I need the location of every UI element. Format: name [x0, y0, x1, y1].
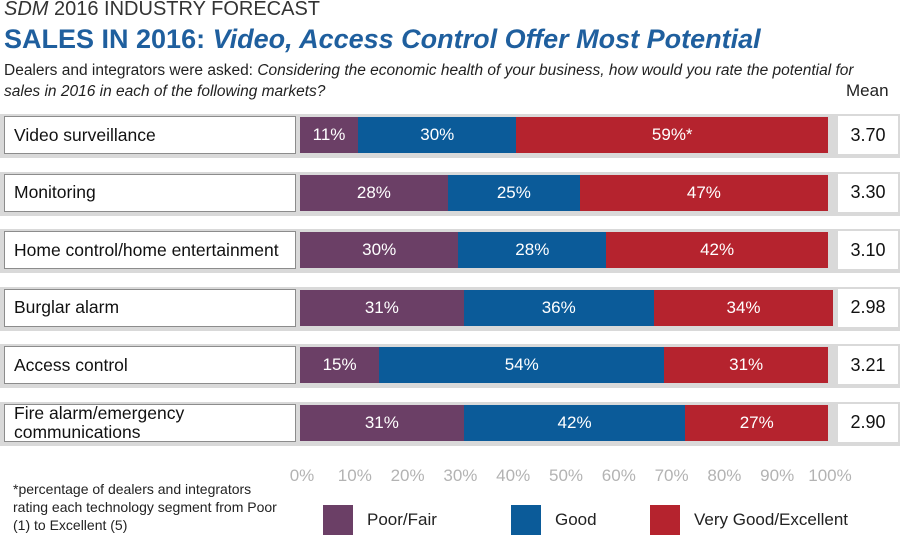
chart-row: Home control/home entertainment 30% 28% 42%…: [0, 229, 900, 277]
mean-value: 3.10: [838, 231, 898, 269]
x-tick-label: 70%: [654, 466, 689, 485]
x-tick-label: 60%: [601, 466, 636, 485]
mean-value: 3.21: [838, 346, 898, 384]
bar-very-good-excellent: 42%: [606, 232, 828, 268]
data-label: 42%: [700, 240, 735, 259]
category-label-box: Video surveillance: [4, 116, 296, 154]
data-label: 34%: [726, 297, 761, 317]
chart-title-main: SALES IN 2016:: [4, 24, 213, 54]
x-tick-label: 10%: [337, 466, 372, 485]
x-tick-label: 90%: [760, 466, 795, 485]
legend-swatch: [650, 505, 680, 535]
chart-row: Access control 15% 54% 31% 3.21: [0, 344, 900, 392]
category-label: Burglar alarm: [14, 297, 120, 317]
legend-label: Poor/Fair: [367, 510, 437, 529]
bar-poor-fair: 15%: [300, 347, 380, 383]
data-label: 59%*: [651, 125, 693, 144]
question-text: Considering the economic health of your …: [4, 62, 854, 100]
stacked-bar: 28% 25% 47%: [300, 174, 828, 211]
chart-subtitle: Dealers and integrators were asked: Cons…: [4, 60, 854, 102]
bar-good: 30%: [358, 117, 517, 153]
data-label: 54%: [504, 355, 539, 374]
x-tick-label: 40%: [496, 466, 531, 485]
data-label: 30%: [420, 125, 455, 144]
data-label: 47%: [686, 182, 721, 202]
question-lead: Dealers and integrators were asked:: [4, 62, 258, 79]
bar-very-good-excellent: 47%: [579, 174, 828, 211]
legend-label: Good: [555, 510, 597, 529]
category-label-box: Fire alarm/emergency communications: [4, 402, 296, 442]
bar-very-good-excellent: 34%: [653, 289, 834, 326]
legend-swatch: [511, 505, 541, 535]
kicker-text: 2016 INDUSTRY FORECAST: [48, 0, 321, 20]
bar-poor-fair: 28%: [300, 174, 448, 211]
x-tick-label: 0%: [289, 466, 315, 485]
legend-swatch: [323, 505, 353, 535]
x-tick-label: 80%: [707, 466, 742, 485]
stacked-bar: 31% 36% 34%: [300, 289, 834, 326]
bar-poor-fair: 30%: [300, 232, 459, 268]
data-label: 31%: [364, 297, 399, 317]
bar-very-good-excellent: 27%: [685, 404, 828, 441]
data-label: 31%: [729, 355, 764, 374]
bar-very-good-excellent: 59%*: [516, 117, 828, 153]
stacked-bar: 15% 54% 31%: [300, 347, 828, 383]
bar-good: 28%: [458, 232, 607, 268]
category-label-box: Home control/home entertainment: [4, 231, 296, 269]
data-label: 36%: [541, 297, 576, 317]
data-label: 30%: [362, 240, 397, 259]
bar-very-good-excellent: 31%: [664, 347, 828, 383]
x-tick-label: 100%: [808, 466, 852, 485]
stacked-bar: 11% 30% 59%*: [300, 117, 828, 153]
bar-good: 54%: [379, 347, 665, 383]
stacked-bar: 31% 42% 27%: [300, 404, 828, 441]
chart-row: Video surveillance 11% 30% 59%* 3.70: [0, 114, 900, 162]
chart-row: Fire alarm/emergency communications 31% 42…: [0, 401, 900, 450]
footnote: *percentage of dealers and integrators r…: [13, 481, 277, 533]
bar-poor-fair: 11%: [300, 117, 359, 153]
category-label-box: Monitoring: [4, 173, 296, 212]
mean-value: 3.30: [838, 173, 898, 212]
bar-good: 36%: [463, 289, 654, 326]
chart-title: SALES IN 2016: Video, Access Control Off…: [4, 24, 761, 55]
data-label: 42%: [557, 412, 592, 432]
mean-column-header: Mean: [846, 81, 889, 100]
data-label: 11%: [312, 125, 346, 144]
data-label: 15%: [322, 355, 357, 374]
data-label: 28%: [515, 240, 550, 259]
kicker-brand: SDM: [4, 0, 49, 20]
bar-poor-fair: 31%: [300, 289, 464, 326]
category-label-box: Burglar alarm: [4, 288, 296, 327]
bar-good: 25%: [447, 174, 580, 211]
chart-title-italic: Video, Access Control Offer Most Potenti…: [212, 24, 761, 54]
category-label-box: Access control: [4, 346, 296, 384]
data-label: 31%: [364, 412, 399, 432]
chart-row: Burglar alarm 31% 36% 34% 2.98: [0, 286, 900, 335]
category-label: Video surveillance: [14, 124, 156, 145]
x-tick-label: 50%: [548, 466, 584, 485]
data-label: 28%: [356, 182, 391, 202]
category-label: Monitoring: [14, 182, 96, 202]
data-label: 27%: [739, 412, 774, 432]
legend-good: Good: [511, 505, 597, 535]
legend-label: Very Good/Excellent: [694, 510, 849, 529]
mean-value: 2.98: [838, 288, 898, 327]
category-label: Fire alarm/emergency communications: [14, 402, 185, 442]
mean-value: 3.70: [838, 116, 898, 154]
chart-kicker: SDM 2016 INDUSTRY FORECAST: [4, 0, 320, 21]
legend-very-good-excellent: Very Good/Excellent: [650, 505, 848, 535]
x-tick-label: 20%: [390, 466, 425, 485]
bar-poor-fair: 31%: [300, 404, 464, 441]
category-label: Home control/home entertainment: [14, 239, 279, 260]
chart-row: Monitoring 28% 25% 47% 3.30: [0, 171, 900, 220]
mean-value: 2.90: [838, 403, 898, 442]
stacked-bar: 30% 28% 42%: [300, 232, 828, 268]
legend-poor-fair: Poor/Fair: [323, 505, 437, 535]
data-label: 25%: [496, 182, 531, 202]
bar-good: 42%: [463, 404, 686, 441]
category-label: Access control: [14, 354, 128, 375]
x-tick-label: 30%: [443, 466, 478, 485]
